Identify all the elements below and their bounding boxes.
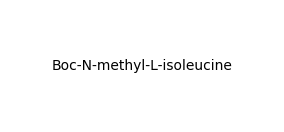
Text: Boc-N-methyl-L-isoleucine: Boc-N-methyl-L-isoleucine <box>52 59 232 73</box>
